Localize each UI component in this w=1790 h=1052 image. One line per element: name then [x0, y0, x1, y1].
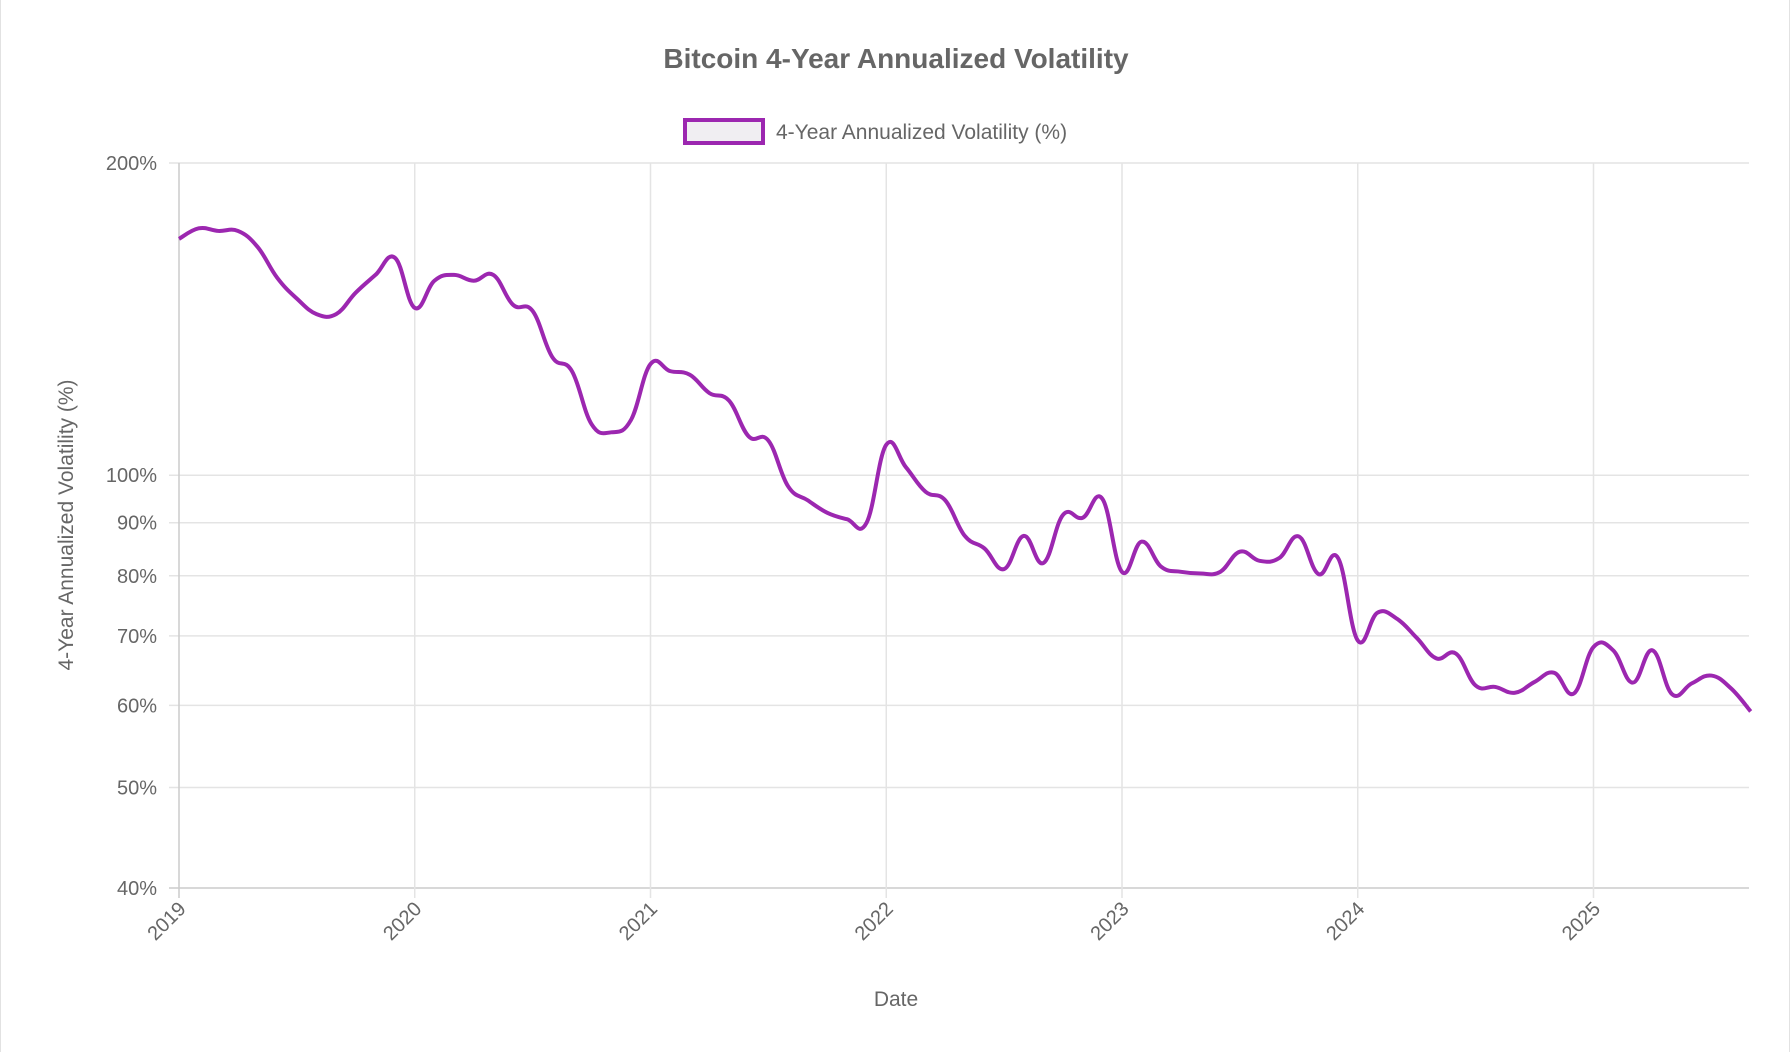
y-axis: 200% 100% 90% 80% 70% 60% 50% 40% [106, 153, 157, 900]
legend-label: 4-Year Annualized Volatility (%) [776, 121, 1067, 144]
y-tick-label: 100% [106, 465, 157, 487]
y-tick-label: 40% [117, 878, 157, 900]
legend[interactable]: 4-Year Annualized Volatility (%) [683, 118, 1067, 145]
legend-swatch [683, 118, 765, 145]
x-axis: 2019 2020 2021 2022 2023 2024 2025 [144, 898, 1606, 945]
y-tick-label: 200% [106, 153, 157, 175]
series-line [177, 225, 1753, 713]
y-tick-label: 50% [117, 777, 157, 799]
x-axis-title: Date [874, 988, 918, 1011]
x-tick-label: 2020 [379, 898, 426, 945]
chart-title: Bitcoin 4-Year Annualized Volatility [663, 43, 1129, 74]
x-tick-label: 2023 [1087, 898, 1134, 945]
y-axis-title: 4-Year Annualized Volatility (%) [55, 379, 78, 670]
x-tick-label: 2025 [1558, 898, 1605, 945]
x-tick-label: 2021 [615, 898, 662, 945]
x-tick-label: 2024 [1322, 898, 1369, 945]
y-tick-label: 70% [117, 626, 157, 648]
y-tick-label: 90% [117, 513, 157, 535]
y-tick-label: 80% [117, 566, 157, 588]
x-tick-label: 2019 [144, 898, 191, 945]
y-tick-label: 60% [117, 695, 157, 717]
gridlines [169, 162, 1749, 898]
x-tick-label: 2022 [851, 898, 898, 945]
